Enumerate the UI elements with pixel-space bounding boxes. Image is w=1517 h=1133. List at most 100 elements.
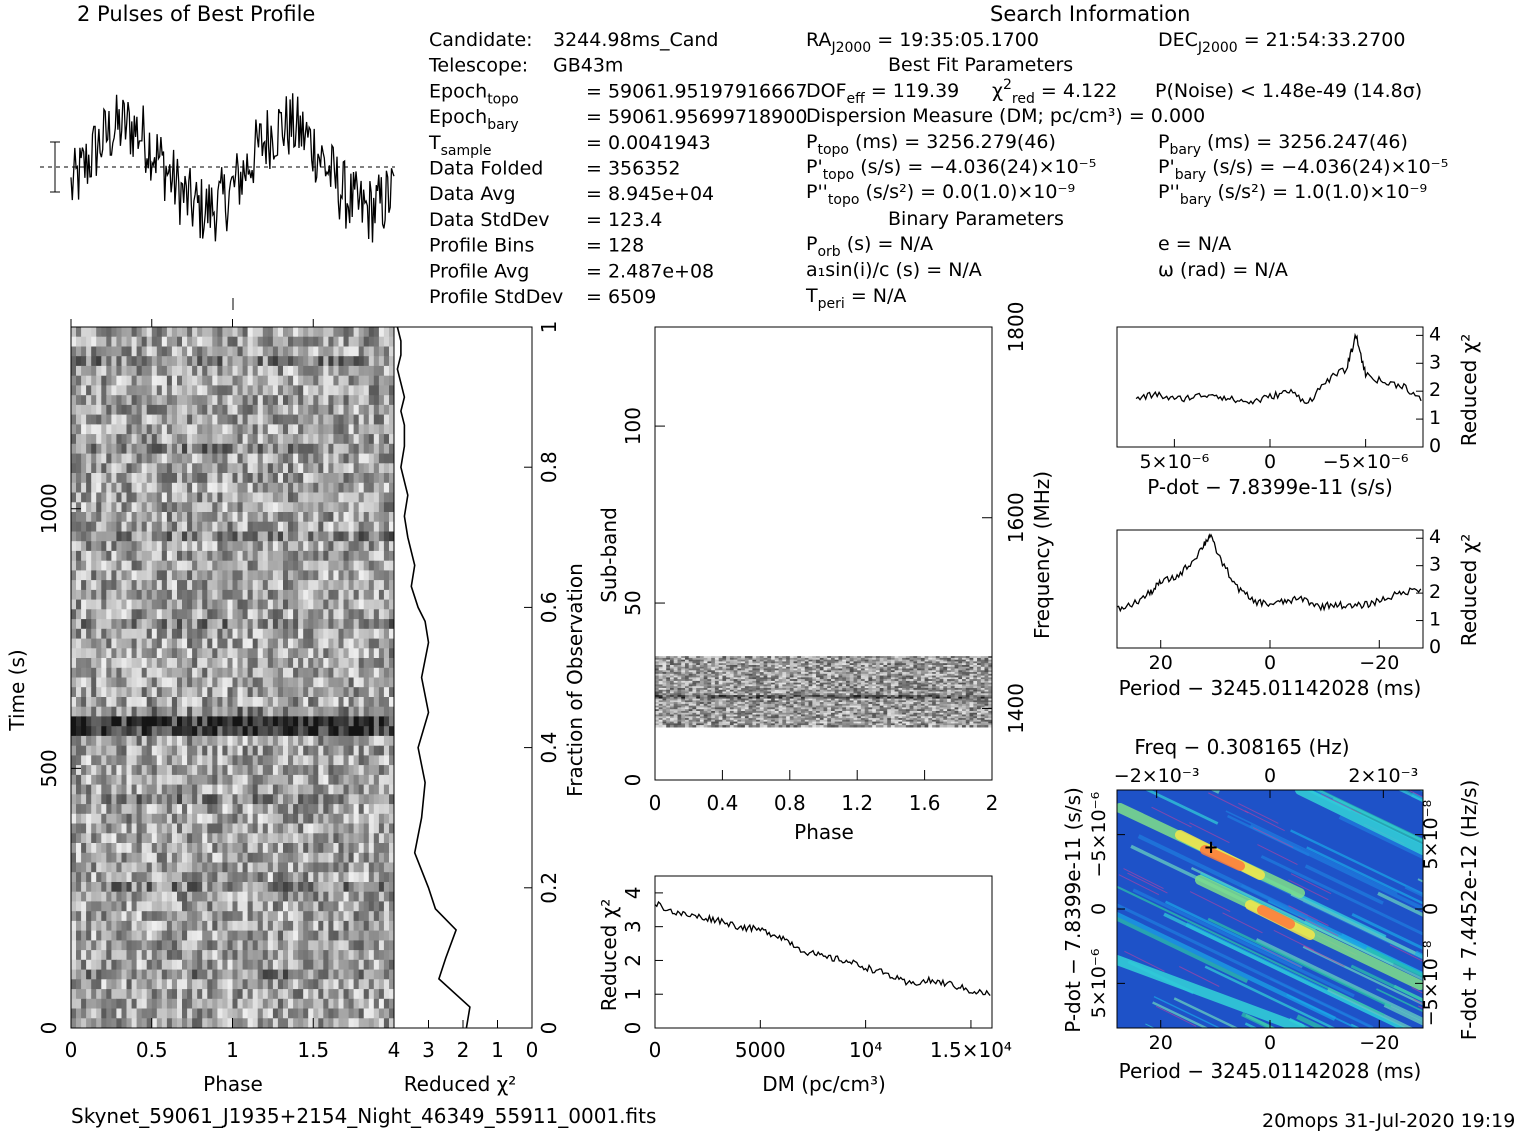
time-phase-cell xyxy=(171,560,178,571)
time-phase-cell xyxy=(207,589,213,601)
time-phase-cell xyxy=(182,443,188,455)
time-phase-cell xyxy=(126,580,133,591)
time-phase-cell xyxy=(353,550,360,562)
subband-cell xyxy=(842,659,847,663)
time-phase-cell xyxy=(328,492,334,503)
time-phase-cell xyxy=(81,794,87,805)
time-phase-cell xyxy=(86,862,92,873)
time-phase-cell xyxy=(76,570,82,581)
time-phase-cell xyxy=(207,375,213,386)
time-phase-cell xyxy=(141,862,148,873)
time-phase-cell xyxy=(91,492,97,503)
time-phase-cell xyxy=(363,765,370,776)
time-phase-cell xyxy=(192,385,198,396)
time-phase-cell xyxy=(303,658,309,669)
time-phase-cell xyxy=(222,1018,228,1028)
time-phase-cell xyxy=(81,512,87,523)
time-phase-cell xyxy=(161,989,168,1000)
time-phase-cell xyxy=(353,843,360,854)
time-phase-cell xyxy=(303,570,309,581)
time-phase-cell xyxy=(171,911,178,922)
time-phase-cell xyxy=(227,755,234,766)
time-phase-cell xyxy=(151,531,158,542)
subband-cell xyxy=(789,659,795,663)
time-phase-cell xyxy=(293,356,299,367)
time-phase-cell xyxy=(303,716,309,727)
time-phase-cell xyxy=(76,677,82,688)
time-phase-cell xyxy=(151,735,158,747)
subband-cell xyxy=(827,656,832,659)
time-phase-cell xyxy=(242,989,249,1000)
time-phase-cell xyxy=(368,434,375,445)
time-phase-cell xyxy=(378,697,385,708)
time-phase-cell xyxy=(136,482,143,494)
time-phase-cell xyxy=(91,385,97,396)
time-phase-cell xyxy=(368,716,375,727)
time-phase-cell xyxy=(383,765,390,776)
time-phase-cell xyxy=(116,872,122,883)
time-phase-cell xyxy=(121,648,128,659)
subband-cell xyxy=(920,656,926,659)
time-phase-cell xyxy=(323,560,329,571)
time-phase-cell xyxy=(328,882,334,893)
time-phase-cell xyxy=(131,658,138,669)
time-phase-cell xyxy=(76,774,82,786)
time-phase-cell xyxy=(348,755,355,766)
time-phase-cell xyxy=(262,969,269,980)
time-phase-cell xyxy=(338,813,345,825)
time-phase-cell xyxy=(389,706,394,717)
time-phase-cell xyxy=(348,901,355,912)
time-phase-cell xyxy=(272,609,279,620)
time-phase-cell xyxy=(318,628,324,640)
time-phase-cell xyxy=(121,989,128,1000)
phase-tick-label: 1 xyxy=(226,1038,239,1062)
time-phase-cell xyxy=(313,774,319,786)
time-phase-cell xyxy=(126,755,133,766)
time-phase-cell xyxy=(333,609,339,620)
time-phase-cell xyxy=(257,882,264,893)
time-phase-cell xyxy=(222,901,228,912)
time-phase-cell xyxy=(313,550,319,562)
time-phase-cell xyxy=(288,443,294,455)
time-phase-cell xyxy=(217,774,223,786)
time-phase-cell xyxy=(333,473,339,484)
time-phase-cell xyxy=(293,463,299,474)
search-info: RAJ2000 = 19:35:05.1700 DECJ2000 = 21:54… xyxy=(805,29,1448,312)
time-phase-cell xyxy=(277,1018,284,1028)
time-phase-cell xyxy=(262,687,269,698)
time-phase-cell xyxy=(106,619,112,630)
time-phase-cell xyxy=(71,619,77,630)
time-phase-cell xyxy=(308,628,314,640)
time-phase-cell xyxy=(328,989,334,1000)
time-phase-cell xyxy=(288,395,294,406)
time-phase-cell xyxy=(288,658,294,669)
time-phase-cell xyxy=(141,512,148,523)
time-phase-cell xyxy=(277,589,284,601)
time-phase-cell xyxy=(389,580,394,591)
time-phase-cell xyxy=(237,804,244,815)
time-phase-cell xyxy=(383,648,390,659)
time-phase-cell xyxy=(383,891,390,902)
time-phase-cell xyxy=(353,404,360,416)
time-phase-cell xyxy=(288,365,294,377)
time-phase-cell xyxy=(283,862,289,873)
time-phase-cell xyxy=(343,589,350,601)
time-phase-cell xyxy=(348,531,355,542)
time-phase-cell xyxy=(136,843,143,854)
time-phase-cell xyxy=(308,891,314,902)
time-phase-cell xyxy=(323,346,329,357)
time-phase-cell xyxy=(76,697,82,708)
time-phase-cell xyxy=(212,697,218,708)
pdbary-value: (s/s) = −4.036(24)×10⁻⁵ xyxy=(1212,156,1448,178)
time-phase-cell xyxy=(303,989,309,1000)
subband-cell xyxy=(808,657,813,661)
subband-cell xyxy=(898,659,903,663)
time-phase-cell xyxy=(323,862,329,873)
time-phase-cell xyxy=(111,716,117,727)
time-phase-cell xyxy=(207,852,213,864)
time-phase-cell xyxy=(363,979,370,990)
subband-cell xyxy=(778,659,783,663)
time-phase-cell xyxy=(363,755,370,766)
time-phase-cell xyxy=(247,940,254,951)
time-phase-cell xyxy=(338,862,345,873)
